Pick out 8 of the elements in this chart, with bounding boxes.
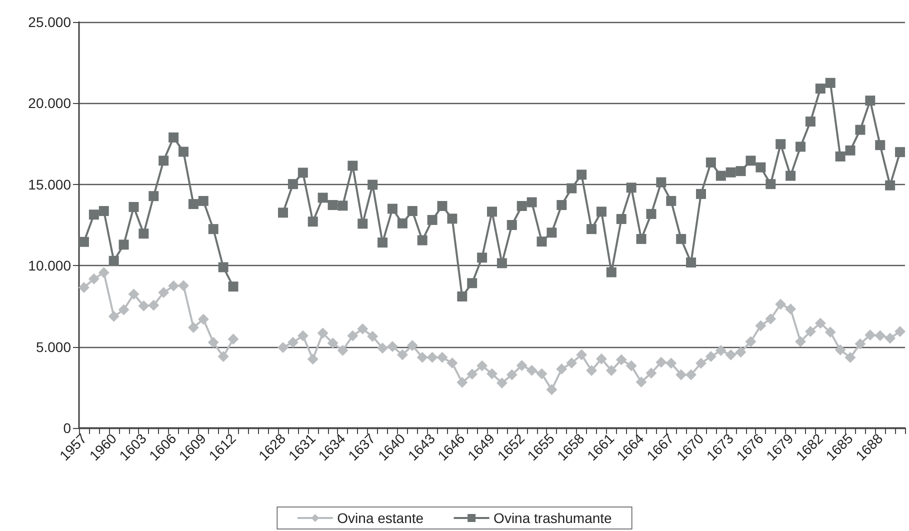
y-tick-label: 0 [63,420,72,436]
y-tick-label: 20.000 [28,95,72,112]
legend-label: Ovina estante [337,510,424,526]
y-tick-label: 5.000 [36,338,72,355]
y-tick-label: 15.000 [28,176,72,192]
y-tick-label: 25.000 [28,14,72,30]
y-tick-label: 10.000 [28,258,72,274]
legend-label: Ovina trashumante [494,510,612,526]
